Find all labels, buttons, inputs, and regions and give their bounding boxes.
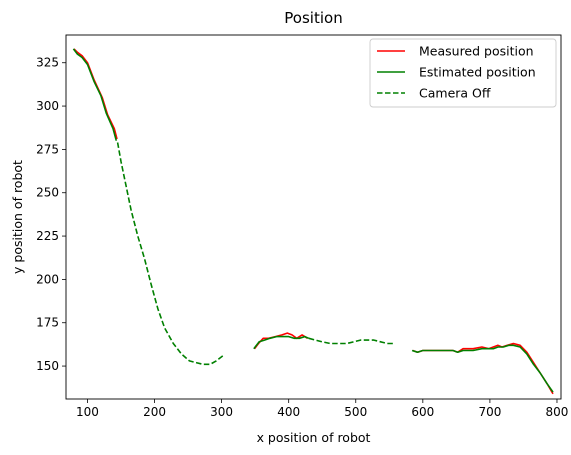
y-tick-label-300: 300 [36,99,59,113]
legend-box [369,38,557,108]
series-line-3-segment-2 [308,337,394,345]
series-line-2-segment-1 [72,48,118,141]
x-tick-label-400: 400 [277,405,300,419]
x-tick-label-300: 300 [210,405,233,419]
y-axis: 150 175 200 225 250 275 300 325 [36,56,66,373]
y-tick-label-275: 275 [36,142,59,156]
series-line-3-segment-1 [116,142,224,366]
chart-title: Position [284,9,342,27]
y-tick-label-200: 200 [36,272,59,286]
y-tick-label-150: 150 [36,359,59,373]
series-layer [72,48,554,395]
x-tick-label-800: 800 [546,405,569,419]
legend: Measured position Estimated position Camer… [369,38,557,108]
legend-label-3: Camera Off [419,86,491,101]
series-line-2-segment-3 [411,344,554,393]
x-tick-label-700: 700 [478,405,501,419]
y-tick-label-250: 250 [36,186,59,200]
x-tick-label-600: 600 [411,405,434,419]
series-line-1-segment-1 [73,48,118,140]
legend-label-2: Estimated position [419,65,536,80]
y-tick-label-325: 325 [36,56,59,70]
x-tick-label-100: 100 [76,405,99,419]
x-axis: 100 200 300 400 500 600 700 800 [76,399,568,419]
y-tick-label-225: 225 [36,229,59,243]
plot-frame [65,34,562,400]
y-tick-label-175: 175 [36,316,59,330]
series-line-1-segment-2 [253,332,308,350]
x-tick-label-200: 200 [143,405,166,419]
x-axis-label: x position of robot [257,430,371,445]
series-line-2-segment-2 [253,335,310,350]
y-axis-label: y position of robot [10,160,25,274]
legend-label-1: Measured position [419,44,534,59]
x-tick-label-500: 500 [344,405,367,419]
